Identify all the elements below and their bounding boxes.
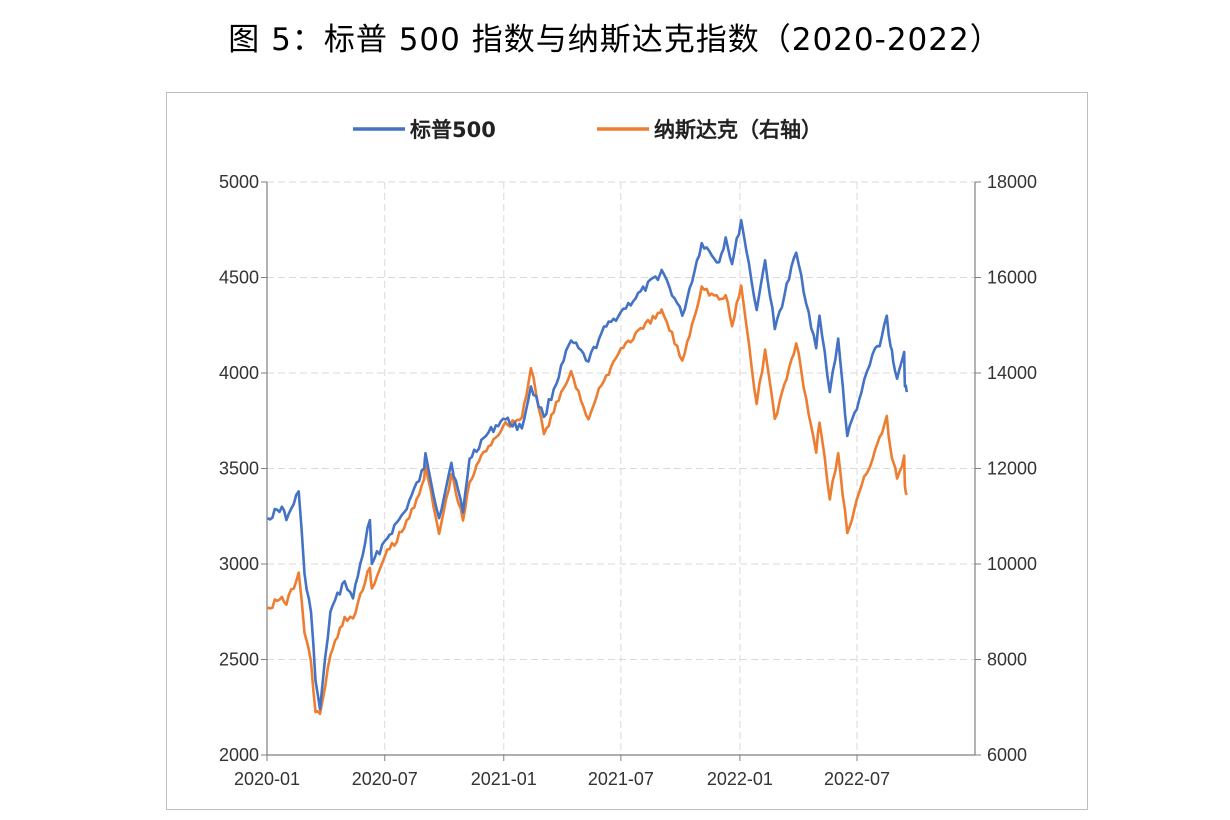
y-right-tick-label: 6000 <box>987 745 1027 765</box>
y-right-tick-label: 12000 <box>987 459 1037 479</box>
chart-frame <box>166 92 1088 810</box>
y-right-tick-label: 10000 <box>987 554 1037 574</box>
y-left-tick-label: 4500 <box>219 268 259 288</box>
y-left-tick-label: 4000 <box>219 363 259 383</box>
legend-label-nasdaq: 纳斯达克（右轴） <box>654 118 822 142</box>
x-tick-label: 2022-07 <box>824 769 890 789</box>
x-tick-label: 2021-01 <box>471 769 537 789</box>
y-right-tick-label: 16000 <box>987 268 1037 288</box>
x-tick-label: 2021-07 <box>588 769 654 789</box>
y-left-tick-label: 2500 <box>219 650 259 670</box>
y-left-tick-label: 3000 <box>219 554 259 574</box>
x-tick-label: 2020-01 <box>234 769 300 789</box>
y-left-tick-label: 5000 <box>219 172 259 192</box>
legend-label-sp500: 标普500 <box>410 118 496 142</box>
x-tick-label: 2022-01 <box>707 769 773 789</box>
y-left-tick-label: 2000 <box>219 745 259 765</box>
x-tick-label: 2020-07 <box>352 769 418 789</box>
y-left-tick-label: 3500 <box>219 459 259 479</box>
y-right-tick-label: 18000 <box>987 172 1037 192</box>
series-line-nasdaq <box>267 284 908 716</box>
y-right-tick-label: 14000 <box>987 363 1037 383</box>
chart-title: 图 5：标普 500 指数与纳斯达克指数（2020-2022） <box>228 22 1002 58</box>
y-right-tick-label: 8000 <box>987 650 1027 670</box>
series-line-sp500 <box>267 218 909 711</box>
